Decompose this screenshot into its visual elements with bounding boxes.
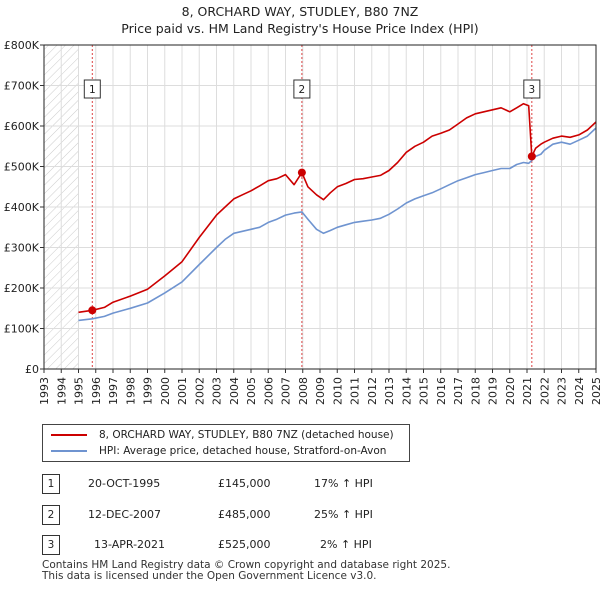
transaction-date: 13-APR-2021 (94, 538, 166, 551)
x-tick-label: 1997 (107, 377, 120, 405)
x-tick-label: 2017 (452, 377, 465, 405)
x-tick-label: 2011 (349, 377, 362, 405)
chart-title: 8, ORCHARD WAY, STUDLEY, B80 7NZ (181, 4, 419, 19)
x-tick-label: 2021 (521, 377, 534, 405)
legend-line-property (51, 434, 87, 436)
price-chart: 1 2 3 £0 £100K £200K £300K £400K £500K £600K £700… (4, 39, 600, 405)
x-tick-label: 2012 (366, 377, 379, 405)
x-tick-label: 2024 (573, 377, 586, 405)
transaction-number-box: 2 (42, 505, 60, 525)
legend: 8, ORCHARD WAY, STUDLEY, B80 7NZ (detach… (42, 424, 410, 462)
y-tick-label: £0 (25, 363, 39, 376)
legend-label-property: 8, ORCHARD WAY, STUDLEY, B80 7NZ (detach… (99, 429, 394, 441)
sale-number-box (83, 79, 101, 99)
sale-number-label: 1 (89, 84, 96, 96)
x-tick-label: 2001 (176, 377, 189, 405)
x-tick-label: 2010 (331, 377, 344, 405)
sale-point (88, 306, 97, 315)
chart-subtitle: Price paid vs. HM Land Registry's House … (121, 21, 479, 36)
x-tick-label: 1995 (73, 377, 86, 405)
x-tick-label: 2014 (400, 377, 413, 405)
sale-number-box (293, 79, 311, 99)
x-tick-label: 2002 (193, 377, 206, 405)
y-tick-label: £300K (4, 242, 40, 255)
x-tick-label: 2022 (538, 377, 551, 405)
x-tick-label: 2013 (383, 377, 396, 405)
sale-point (297, 168, 306, 177)
y-tick-label: £500K (4, 161, 40, 174)
x-tick-label: 2003 (211, 377, 224, 405)
sale-number-box (523, 79, 541, 99)
transaction-price: £485,000 (218, 508, 271, 521)
sale-number-label: 2 (299, 84, 306, 96)
x-tick-label: 2004 (228, 377, 241, 405)
legend-label-hpi: HPI: Average price, detached house, Stra… (99, 445, 387, 457)
x-tick-label: 2020 (504, 377, 517, 405)
transaction-price: £525,000 (218, 538, 271, 551)
y-tick-label: £400K (4, 201, 40, 214)
y-tick-label: £200K (4, 282, 40, 295)
x-tick-label: 1998 (124, 377, 137, 405)
y-tick-label: £700K (4, 80, 40, 93)
transaction-date: 12-DEC-2007 (88, 508, 162, 521)
transaction-price: £145,000 (218, 477, 271, 490)
x-tick-label: 1993 (38, 377, 51, 405)
x-tick-label: 2009 (314, 377, 327, 405)
x-tick-label: 2018 (469, 377, 482, 405)
x-tick-label: 1996 (90, 377, 103, 405)
x-tick-label: 1994 (55, 377, 68, 405)
property-price-line (78, 102, 597, 314)
y-tick-label: £600K (4, 120, 40, 133)
footer: Contains HM Land Registry data © Crown c… (42, 560, 450, 582)
transaction-hpi: 2% ↑ HPI (320, 538, 372, 551)
x-tick-label: 2007 (280, 377, 293, 405)
transaction-number-box: 1 (42, 474, 60, 494)
legend-item-property: 8, ORCHARD WAY, STUDLEY, B80 7NZ (detach… (51, 427, 394, 443)
footer-copyright: Contains HM Land Registry data © Crown c… (42, 559, 451, 571)
transaction-hpi: 25% ↑ HPI (314, 508, 373, 521)
transaction-number-box: 3 (42, 535, 60, 555)
transaction-hpi: 17% ↑ HPI (314, 477, 373, 490)
x-tick-label: 2005 (245, 377, 258, 405)
x-tick-label: 2008 (297, 377, 310, 405)
sale-point (527, 152, 536, 161)
legend-line-hpi (51, 450, 87, 452)
footer-licence: This data is licensed under the Open Gov… (42, 570, 377, 582)
legend-item-hpi: HPI: Average price, detached house, Stra… (51, 443, 386, 459)
y-tick-label: £100K (4, 323, 40, 336)
x-tick-label: 1999 (142, 377, 155, 405)
x-tick-label: 2000 (159, 377, 172, 405)
x-tick-label: 2023 (556, 377, 569, 405)
y-tick-label: £800K (4, 39, 40, 52)
x-tick-label: 2006 (262, 377, 275, 405)
x-tick-label: 2015 (418, 377, 431, 405)
x-tick-label: 2016 (435, 377, 448, 405)
x-tick-label: 2019 (487, 377, 500, 405)
transaction-date: 20-OCT-1995 (88, 477, 161, 490)
sale-number-label: 3 (528, 84, 535, 96)
hpi-line (78, 127, 597, 322)
x-tick-label: 2025 (590, 377, 600, 405)
